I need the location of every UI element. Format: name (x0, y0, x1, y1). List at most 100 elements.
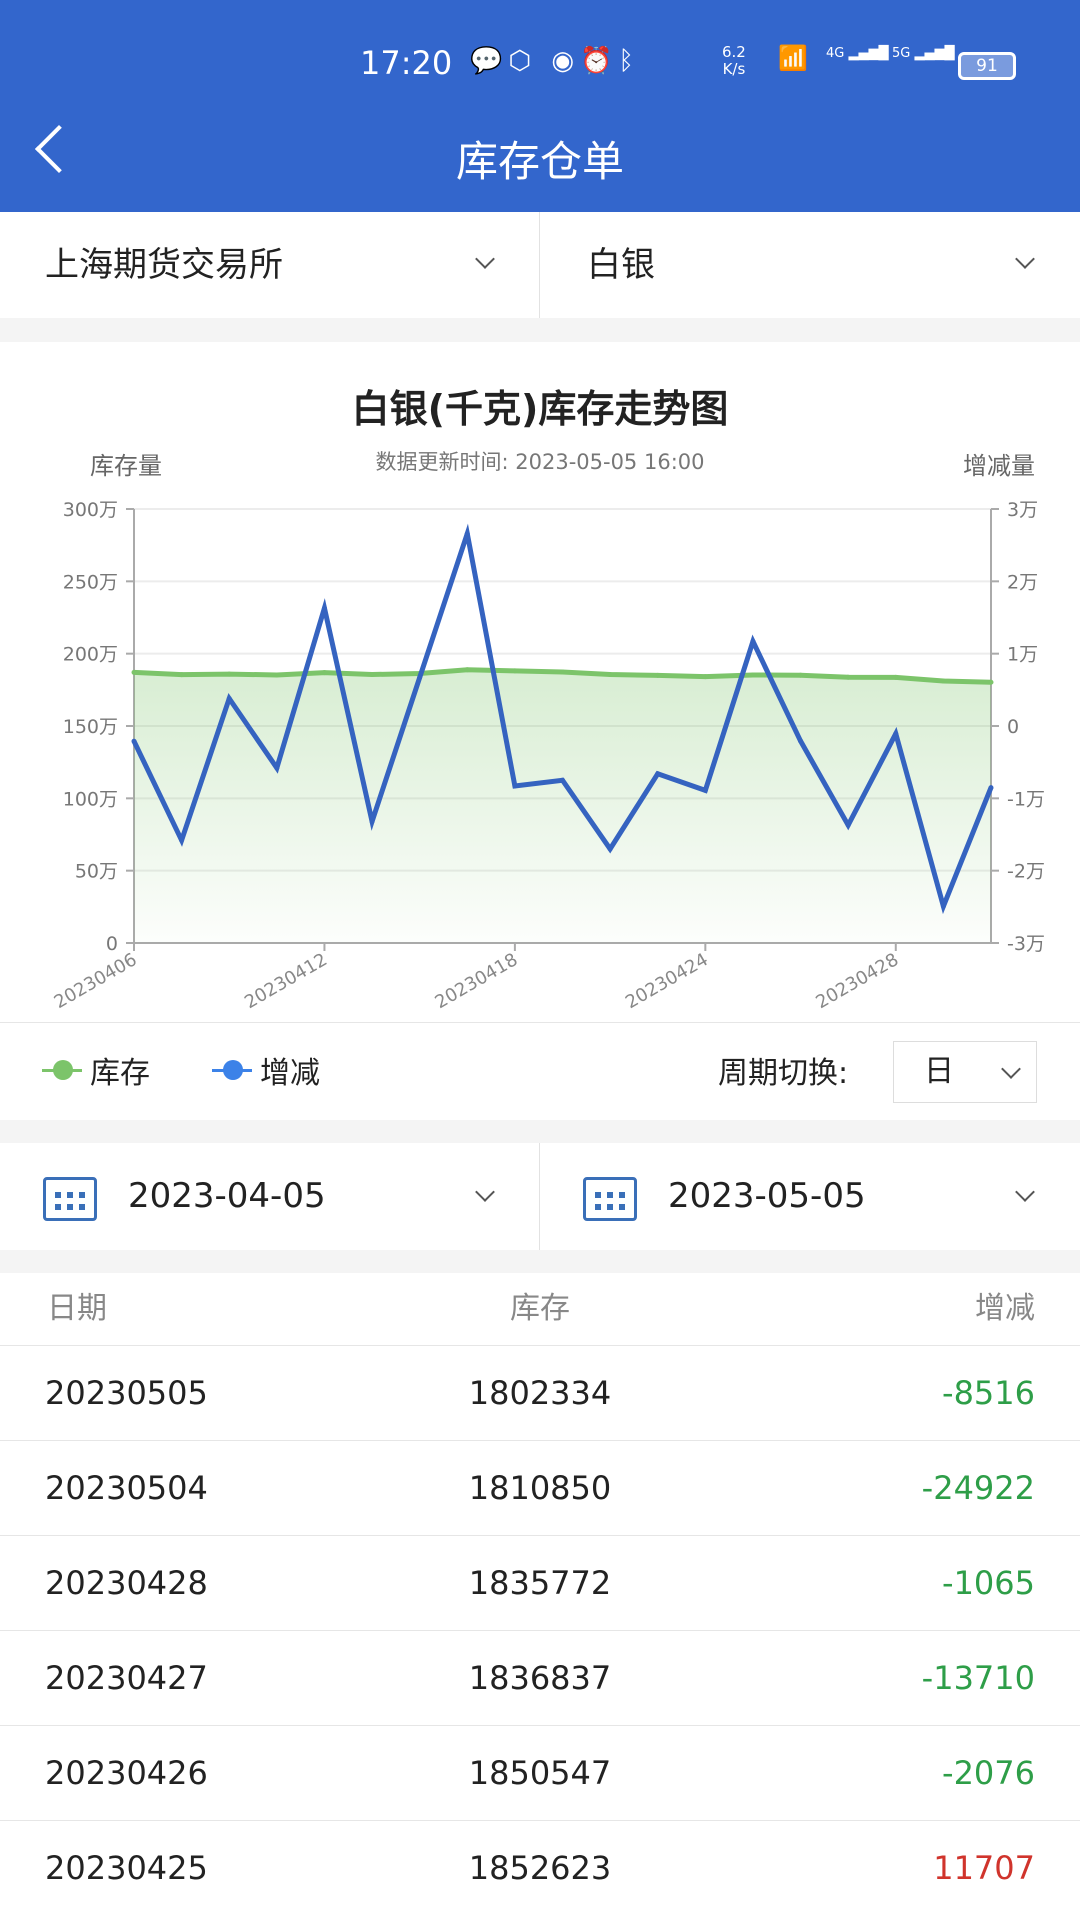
chevron-down-icon (1015, 1182, 1035, 1202)
bluetooth-icon: ᛒ (618, 46, 641, 76)
net-speed-unit: K/s (722, 60, 746, 78)
end-date-picker[interactable]: 2023-05-05 (540, 1143, 1080, 1250)
stock-point (321, 670, 327, 676)
row-date: 20230428 (45, 1564, 208, 1602)
right-tick-label: -3万 (1007, 933, 1045, 955)
left-tick-label: 100万 (63, 788, 118, 810)
row-stock: 1836837 (468, 1659, 612, 1697)
row-date: 20230505 (45, 1374, 208, 1412)
wifi-icon: 📶 (778, 44, 808, 72)
eye-icon: ◉ (551, 46, 581, 76)
divider (539, 212, 540, 318)
hand-icon: ⬡ (508, 46, 538, 76)
table-row[interactable]: 20230425 1852623 11707 (0, 1820, 1080, 1915)
right-tick-label: 3万 (1007, 499, 1038, 521)
stock-point (369, 672, 375, 678)
chevron-down-icon (475, 249, 495, 269)
legend-change[interactable]: 增减 (212, 1048, 320, 1092)
row-date: 20230425 (45, 1849, 208, 1887)
legend-stock[interactable]: 库存 (42, 1048, 150, 1092)
table-row[interactable]: 20230505 1802334 -8516 (0, 1345, 1080, 1440)
row-date: 20230427 (45, 1659, 208, 1697)
table-row[interactable]: 20230426 1850547 -2076 (0, 1725, 1080, 1820)
signal-5g-icon: 5G ▂▄▆█ (892, 46, 955, 61)
row-change: -1065 (942, 1564, 1035, 1602)
divider (0, 1022, 1080, 1023)
exchange-dropdown[interactable]: 上海期货交易所 (0, 212, 540, 318)
change-point (893, 731, 899, 737)
signal-4g-icon: 4G ▂▄▆█ (826, 46, 889, 61)
inventory-chart: 0 -3万 50万 -2万 100万 -1万 150万 0 200万 1万 250万 2万 300万 3万… (51, 499, 1045, 1013)
net-4g-label: 4G (826, 46, 845, 61)
stock-point (464, 667, 470, 673)
update-time: 数据更新时间: 2023-05-05 16:00 (375, 450, 705, 474)
row-date: 20230504 (45, 1469, 208, 1507)
stock-point (131, 669, 137, 675)
change-point (321, 605, 327, 611)
change-point (702, 787, 708, 793)
stock-point (655, 672, 661, 678)
legend-change-label: 增减 (260, 1056, 320, 1091)
x-tick-label: 20230418 (432, 949, 522, 1013)
change-point (845, 822, 851, 828)
left-tick-label: 50万 (75, 861, 118, 883)
row-date: 20230426 (45, 1754, 208, 1792)
row-stock: 1810850 (468, 1469, 612, 1507)
change-point (131, 738, 137, 744)
x-tick-label: 20230406 (51, 949, 141, 1013)
change-point (226, 696, 232, 702)
net-speed: 6.2 K/s (722, 44, 746, 78)
x-tick-label: 20230424 (622, 949, 712, 1013)
status-time: 17:20 (360, 44, 453, 82)
exchange-value: 上海期货交易所 (45, 245, 283, 285)
left-tick-label: 250万 (63, 571, 118, 593)
column-header-change: 增减 (975, 1291, 1035, 1326)
row-stock: 1850547 (468, 1754, 612, 1792)
wechat-icon: 💬 (470, 46, 509, 76)
commodity-dropdown[interactable]: 白银 (540, 212, 1080, 318)
stock-point (226, 671, 232, 677)
period-dropdown[interactable]: 日 (893, 1041, 1037, 1103)
stock-point (702, 674, 708, 680)
row-stock: 1835772 (468, 1564, 612, 1602)
row-change: -2076 (942, 1754, 1035, 1792)
commodity-value: 白银 (587, 245, 655, 285)
right-tick-label: -1万 (1007, 788, 1045, 810)
stock-point (560, 669, 565, 675)
change-point (369, 818, 375, 824)
change-point (940, 903, 946, 909)
change-point (560, 777, 565, 783)
calendar-icon (43, 1177, 97, 1221)
chevron-down-icon (1001, 1059, 1021, 1079)
battery-icon: 91 (958, 52, 1016, 80)
stock-point (179, 672, 185, 678)
app-header: 17:20 💬⬡ ◉⏰ᛒ 6.2 K/s 📶 4G ▂▄▆█ 5G ▂▄▆█ 91… (0, 0, 1080, 212)
left-tick-label: 200万 (63, 644, 118, 666)
section-gap (0, 1120, 1080, 1143)
change-point (655, 771, 661, 777)
alarm-icon: ⏰ (580, 46, 619, 76)
period-value: 日 (924, 1054, 954, 1089)
stock-point (512, 668, 518, 674)
start-date-picker[interactable]: 2023-04-05 (0, 1143, 540, 1250)
left-tick-label: 300万 (63, 499, 118, 521)
end-date-value: 2023-05-05 (668, 1176, 866, 1216)
row-stock: 1802334 (468, 1374, 612, 1412)
change-point (464, 531, 470, 537)
x-tick-label: 20230412 (241, 949, 331, 1013)
stock-point (607, 671, 613, 677)
table-row[interactable]: 20230428 1835772 -1065 (0, 1535, 1080, 1630)
divider (539, 1143, 540, 1250)
net-speed-value: 6.2 (722, 43, 746, 61)
chevron-down-icon (475, 1182, 495, 1202)
chevron-down-icon (1015, 249, 1035, 269)
change-point (512, 783, 518, 789)
legend-stock-label: 库存 (90, 1056, 150, 1091)
table-row[interactable]: 20230504 1810850 -24922 (0, 1440, 1080, 1535)
status-icons: 💬⬡ ◉⏰ᛒ (470, 46, 640, 76)
period-label: 周期切换: (718, 1056, 849, 1091)
stock-area (134, 669, 991, 943)
table-row[interactable]: 20230427 1836837 -13710 (0, 1630, 1080, 1725)
row-change: -13710 (921, 1659, 1035, 1697)
page-title: 库存仓单 (455, 137, 624, 186)
